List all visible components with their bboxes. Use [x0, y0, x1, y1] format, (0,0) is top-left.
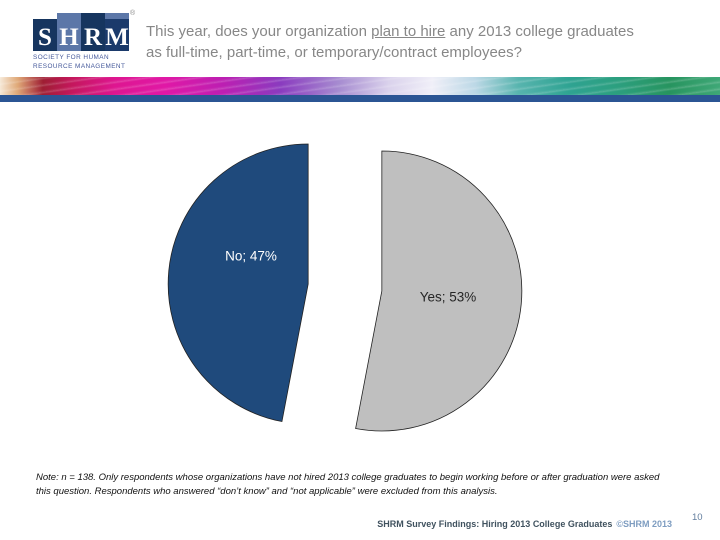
footer: SHRM Survey Findings: Hiring 2013 Colleg… — [0, 519, 672, 529]
pie-label-yes: Yes; 53% — [419, 289, 477, 305]
header-blue-bar — [0, 95, 720, 102]
logo-letter: H — [59, 24, 79, 51]
pie-label-no: No; 47% — [225, 248, 277, 264]
footnote-line1: Note: n = 138. Only respondents whose or… — [36, 472, 660, 483]
footer-survey-title: SHRM Survey Findings: Hiring 2013 Colleg… — [377, 519, 613, 529]
logo-caption-line1: SOCIETY FOR HUMAN — [33, 54, 110, 61]
logo-letter: R — [83, 24, 103, 51]
logo-letter: M — [105, 24, 129, 51]
registered-trademark-icon: ® — [130, 10, 136, 17]
logo-letter-h: H — [57, 13, 81, 51]
logo-accent-square — [105, 13, 129, 19]
footnote: Note: n = 138. Only respondents whose or… — [36, 471, 659, 498]
logo-letter-m: M — [105, 19, 129, 51]
title-text-underlined: plan to hire — [371, 23, 446, 40]
title-text-pre: This year, does your organization — [146, 23, 372, 40]
pie-slice-yes — [355, 150, 523, 432]
footer-copyright: ©SHRM 2013 — [616, 519, 672, 529]
logo-letter-r: R — [81, 13, 105, 51]
logo-letter: S — [38, 24, 52, 51]
shrm-logo-tiles: S H R M ® — [33, 10, 135, 51]
title-text-post: any 2013 college graduates as full-time,… — [146, 23, 634, 61]
slide-title: This year, does your organization plan t… — [146, 21, 651, 63]
page-number: 10 — [692, 512, 703, 523]
logo-caption: SOCIETY FOR HUMAN RESOURCE MANAGEMENT — [33, 54, 133, 71]
logo-caption-line2: RESOURCE MANAGEMENT — [33, 62, 126, 70]
logo-letter-s: S — [33, 19, 57, 51]
pie-slice-no — [167, 143, 309, 423]
footnote-line2: this question. Respondents who answered … — [36, 485, 498, 497]
header-gradient-stripe — [0, 77, 720, 95]
shrm-logo: S H R M ® SOCIETY FOR HUMAN RESOURCE MAN… — [33, 10, 135, 77]
